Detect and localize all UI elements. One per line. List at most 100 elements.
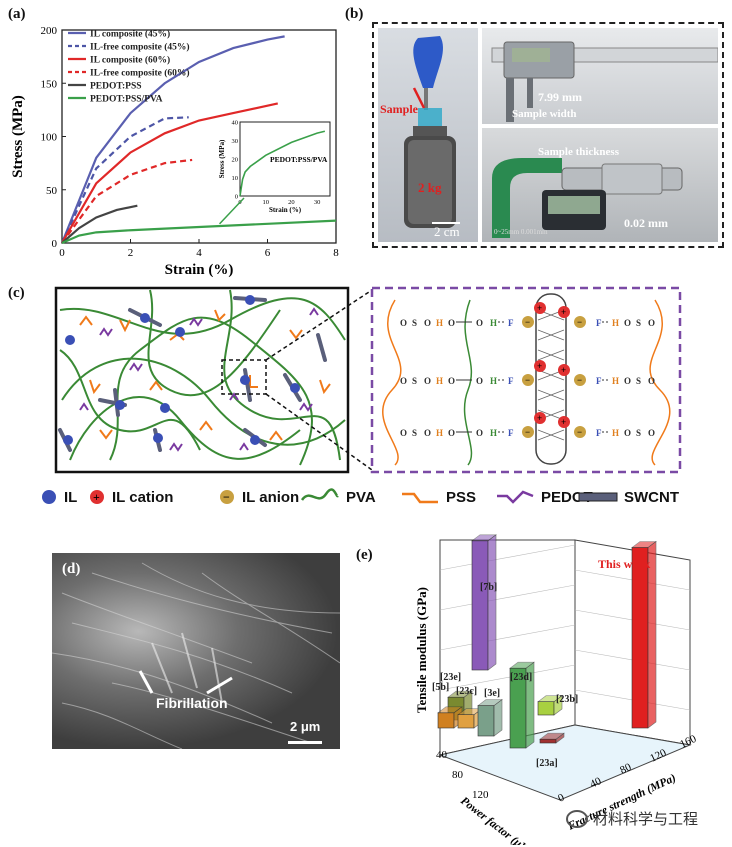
legend-label: IL-free composite (45%) (90, 42, 190, 53)
inset-y-tick-label: 30 (232, 138, 239, 145)
x-tick-label: 4 (196, 247, 202, 259)
legend-label: IL anion (242, 488, 300, 506)
bar-3e (477, 699, 503, 737)
chem-f: F (596, 428, 602, 438)
chem-plus: + (537, 413, 542, 423)
panel-label-e: (e) (356, 547, 373, 563)
bar-label: [23a] (536, 758, 558, 769)
fiber-texture (52, 562, 340, 749)
gauge-text: 0~25mm 0.001mm (494, 228, 548, 236)
plus-circle-icon: + (90, 490, 104, 504)
series-line (61, 158, 193, 244)
purple-zigzag-icon (497, 490, 534, 504)
inset-pointer-arrow (219, 197, 245, 225)
anion-icon (522, 316, 534, 328)
y-axis-label: Stress (MPa) (10, 95, 26, 178)
width-label: Sample width (512, 108, 577, 120)
chem-plus: + (561, 417, 566, 427)
scale-bar-b (432, 222, 460, 224)
micrometer-photo: Sample thickness 0.02 mm 0~25mm 0.001mm (482, 128, 718, 242)
panel-label-c: (c) (8, 285, 25, 301)
inset-label: PEDOT:PSS/PVA (270, 155, 328, 164)
legend-label: IL (64, 488, 78, 506)
sem-image: (d) Fibrillation 2 μm (52, 553, 340, 749)
y-tick-label: 150 (41, 78, 58, 90)
inset-x-label: Strain (%) (269, 206, 302, 214)
bar-thiswork (631, 540, 657, 729)
grid-line (439, 624, 576, 651)
bar-label: [23d] (510, 672, 532, 683)
chem-s: S (636, 376, 641, 386)
chem-plus: + (537, 361, 542, 371)
chem-minus: − (525, 375, 530, 385)
bar-label: This work (598, 557, 651, 571)
panel-label-b: (b) (345, 6, 364, 22)
chem-o: O (648, 318, 655, 328)
bar-label: [7b] (480, 582, 497, 593)
chem-o: O (448, 376, 455, 386)
cation-icon (558, 306, 570, 318)
x-tick-label: 0 (59, 247, 65, 259)
chem-o: O (476, 376, 483, 386)
minus-circle-icon: − (220, 490, 234, 504)
bar-label: [23b] (556, 694, 578, 705)
thickness-value: 0.02 mm (624, 216, 668, 230)
chem-f: F (508, 428, 514, 438)
series-line (61, 102, 279, 244)
inset-y-label: Stress (MPa) (218, 139, 226, 178)
chem-f: F (596, 376, 602, 386)
svg-text:+: + (93, 490, 100, 504)
inset-y-tick-label: 40 (232, 120, 239, 127)
chem-minus: − (525, 427, 530, 437)
chem-o: O (400, 376, 407, 386)
inset-y-tick-label: 0 (235, 194, 238, 201)
legend-label: IL composite (45%) (90, 29, 170, 40)
wechat-icon (566, 809, 588, 828)
chem-o: O (476, 318, 483, 328)
chem-s: S (412, 376, 417, 386)
chem-o: O (624, 428, 631, 438)
chem-f: F (596, 318, 602, 328)
chem-h: H (612, 318, 619, 328)
chem-minus: − (525, 317, 530, 327)
pss-chains (79, 309, 331, 441)
bar-label: [23e] (440, 672, 461, 683)
inset-x-tick-label: 20 (288, 199, 295, 206)
chem-minus: − (577, 375, 582, 385)
chem-o: O (424, 428, 431, 438)
chem-s: S (412, 428, 417, 438)
chem-h: H (436, 318, 443, 328)
cation-icon (534, 412, 546, 424)
legend-item-pva: PVA (300, 488, 376, 506)
chem-f: F (508, 376, 514, 386)
legend-label: PEDOT:PSS/PVA (90, 95, 163, 105)
bar-label: [23c] (456, 686, 477, 697)
chem-o: O (448, 318, 455, 328)
bar-23d (509, 661, 535, 749)
chem-h: H (490, 428, 497, 438)
scale-label-b: 2 cm (434, 224, 460, 239)
x-tick-label: 40 (588, 775, 603, 791)
panel-b-frame (372, 22, 724, 248)
watermark-text: 材料科学与工程 (593, 810, 699, 828)
series-line (61, 116, 189, 244)
fibrillation-label: Fibrillation (156, 695, 228, 711)
weight-photo: Sample 2 kg 2 cm (378, 28, 478, 242)
blue-dot-icon (42, 490, 56, 504)
x-tick-label: 0 (556, 791, 567, 804)
chem-o: O (624, 376, 631, 386)
il-dots (63, 295, 300, 445)
chem-h: H (612, 428, 619, 438)
inset-series-line (239, 130, 326, 197)
modulus-3d-bar-chart: Tensile modulus (GPa) Power factor (μW m⁻… (414, 534, 699, 845)
chem-h: H (612, 376, 619, 386)
legend-label: PEDOT:PSS (90, 82, 142, 92)
x-tick-label: 2 (128, 247, 134, 259)
cation-icon (558, 416, 570, 428)
green-wave-icon (300, 488, 340, 501)
caliper-illustration (491, 41, 718, 122)
thickness-label: Sample thickness (538, 146, 619, 158)
inset-x-tick-label: 30 (314, 199, 321, 206)
grid-line (439, 664, 576, 691)
